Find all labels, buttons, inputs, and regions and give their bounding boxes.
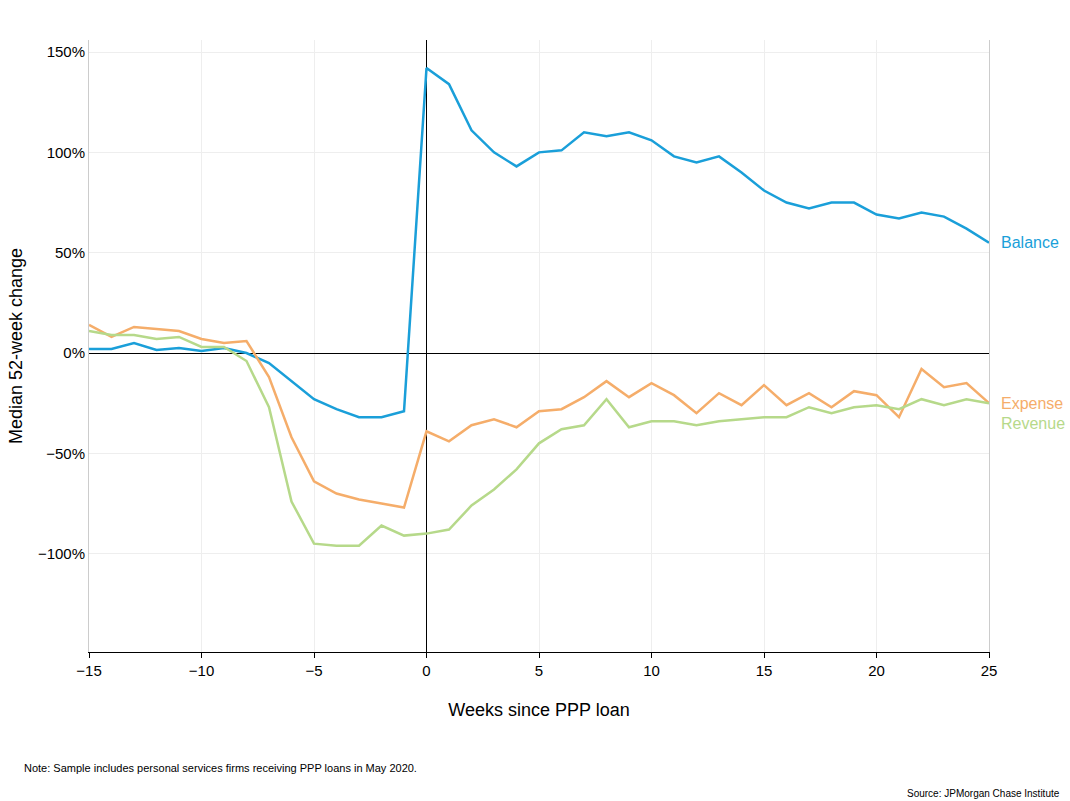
svg-text:Balance: Balance [1001, 234, 1059, 251]
svg-text:Revenue: Revenue [1001, 415, 1065, 432]
svg-text:Note: Sample includes personal: Note: Sample includes personal services … [24, 762, 417, 774]
svg-text:−10: −10 [189, 662, 214, 679]
svg-text:0: 0 [422, 662, 430, 679]
svg-text:Median 52-week change: Median 52-week change [6, 248, 26, 444]
svg-text:150%: 150% [47, 43, 85, 60]
svg-text:−5: −5 [305, 662, 322, 679]
svg-text:15: 15 [756, 662, 773, 679]
svg-text:Expense: Expense [1001, 395, 1063, 412]
svg-text:100%: 100% [47, 144, 85, 161]
svg-text:50%: 50% [55, 244, 85, 261]
svg-text:−100%: −100% [38, 545, 85, 562]
svg-text:−15: −15 [76, 662, 101, 679]
svg-text:Weeks since PPP loan: Weeks since PPP loan [448, 700, 629, 720]
svg-text:20: 20 [868, 662, 885, 679]
svg-text:10: 10 [643, 662, 660, 679]
svg-text:5: 5 [535, 662, 543, 679]
svg-text:25: 25 [981, 662, 998, 679]
svg-text:−50%: −50% [46, 445, 85, 462]
svg-text:0%: 0% [63, 344, 85, 361]
svg-text:Source: JPMorgan Chase Institu: Source: JPMorgan Chase Institute [907, 788, 1060, 799]
